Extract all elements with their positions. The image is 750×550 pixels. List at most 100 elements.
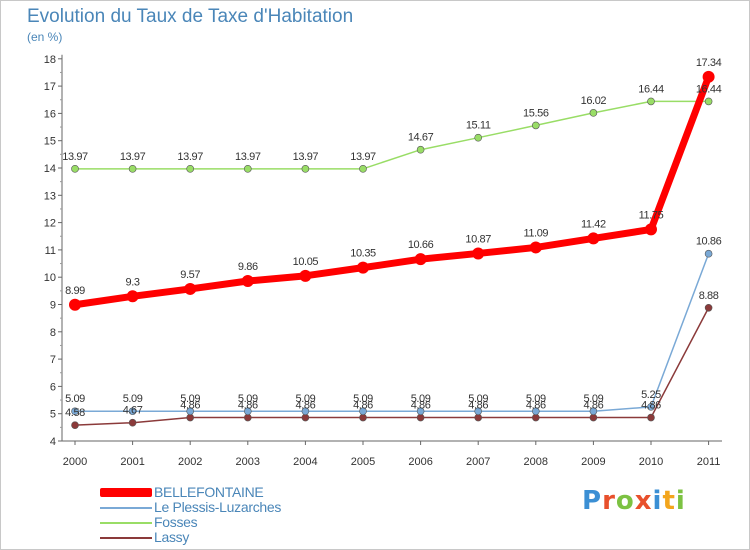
data-label: 5.09 bbox=[123, 393, 143, 405]
data-label: 13.97 bbox=[120, 151, 146, 163]
data-label: 10.86 bbox=[696, 236, 722, 248]
data-point bbox=[531, 413, 540, 422]
y-tick-label: 16 bbox=[44, 108, 56, 120]
data-point bbox=[71, 421, 79, 429]
data-point bbox=[126, 290, 139, 303]
y-tick-label: 6 bbox=[50, 381, 56, 393]
y-tick-label: 14 bbox=[44, 163, 56, 175]
data-label: 10.66 bbox=[408, 239, 434, 251]
data-point bbox=[244, 165, 252, 173]
data-point bbox=[647, 413, 655, 422]
data-point bbox=[128, 418, 137, 427]
data-label: 4.86 bbox=[238, 400, 258, 412]
data-label: 13.97 bbox=[62, 151, 88, 163]
chart-subtitle: (en %) bbox=[27, 30, 63, 44]
data-point bbox=[529, 241, 542, 254]
y-tick-label: 7 bbox=[50, 354, 56, 366]
data-label: 9.86 bbox=[238, 261, 258, 273]
legend-label: Lassy bbox=[154, 529, 190, 545]
series-line bbox=[74, 100, 710, 170]
data-label: 4.86 bbox=[583, 400, 603, 412]
y-tick-label: 17 bbox=[44, 81, 56, 93]
data-label: 13.97 bbox=[177, 151, 203, 163]
data-label: 17.34 bbox=[696, 57, 722, 69]
data-point bbox=[301, 407, 310, 416]
data-point bbox=[531, 407, 540, 416]
data-label: 9.57 bbox=[180, 269, 200, 281]
data-label: 11.75 bbox=[639, 209, 664, 221]
data-label: 5.25 bbox=[641, 389, 661, 401]
series-line bbox=[74, 307, 710, 426]
data-label: 13.97 bbox=[350, 151, 376, 163]
y-tick-label: 12 bbox=[44, 218, 56, 230]
data-label: 5.09 bbox=[526, 393, 546, 405]
data-point bbox=[71, 407, 79, 416]
data-label: 16.44 bbox=[696, 83, 722, 95]
legend-label: Fosses bbox=[154, 514, 198, 530]
legend-swatch bbox=[100, 522, 152, 524]
data-label: 4.86 bbox=[180, 400, 200, 412]
data-label: 5.09 bbox=[65, 393, 85, 405]
data-label: 5.09 bbox=[180, 393, 200, 405]
data-label: 4.86 bbox=[353, 400, 373, 412]
data-label: 10.35 bbox=[350, 248, 376, 260]
legend-swatch bbox=[100, 507, 152, 509]
data-point bbox=[184, 282, 197, 295]
data-point bbox=[704, 249, 713, 258]
data-label: 10.87 bbox=[465, 233, 491, 245]
series-line bbox=[74, 252, 710, 412]
x-tick-label: 2009 bbox=[581, 456, 605, 468]
y-tick-label: 13 bbox=[44, 190, 56, 202]
data-point bbox=[589, 109, 598, 117]
logo-letter: r bbox=[602, 486, 616, 516]
x-tick-label: 2008 bbox=[524, 456, 548, 468]
x-tick-label: 2003 bbox=[236, 456, 260, 468]
data-label: 8.99 bbox=[65, 285, 85, 297]
y-tick-label: 10 bbox=[44, 272, 56, 284]
logo-letter: i bbox=[675, 486, 686, 516]
x-tick-label: 2006 bbox=[408, 456, 432, 468]
x-tick-label: 2005 bbox=[351, 456, 375, 468]
data-label: 16.44 bbox=[638, 83, 664, 95]
data-label: 8.88 bbox=[699, 290, 719, 302]
x-tick-label: 2010 bbox=[639, 456, 663, 468]
data-label: 5.09 bbox=[411, 393, 431, 405]
y-tick-label: 5 bbox=[50, 409, 56, 421]
proxiti-logo: Proxiti bbox=[582, 486, 686, 516]
data-point bbox=[128, 165, 137, 173]
data-point bbox=[359, 407, 367, 416]
data-point bbox=[69, 298, 81, 311]
y-tick-label: 4 bbox=[50, 436, 56, 448]
data-point bbox=[474, 407, 483, 416]
data-label: 5.09 bbox=[295, 393, 315, 405]
data-point bbox=[186, 407, 194, 416]
data-point bbox=[414, 253, 427, 266]
y-tick-label: 9 bbox=[50, 300, 56, 312]
data-label: 5.09 bbox=[238, 393, 258, 405]
data-label: 4.67 bbox=[123, 405, 143, 417]
data-label: 13.97 bbox=[293, 151, 319, 163]
data-label: 4.86 bbox=[526, 400, 546, 412]
data-label: 4.86 bbox=[295, 400, 315, 412]
data-point bbox=[474, 133, 483, 142]
data-label: 5.09 bbox=[583, 393, 603, 405]
data-point bbox=[589, 413, 598, 422]
data-label: 16.02 bbox=[581, 95, 607, 107]
data-point bbox=[474, 413, 483, 422]
data-label: 14.67 bbox=[408, 132, 434, 144]
x-tick-label: 2007 bbox=[466, 456, 490, 468]
data-label: 5.09 bbox=[468, 393, 488, 405]
data-point bbox=[186, 413, 194, 422]
data-label: 4.86 bbox=[411, 400, 431, 412]
logo-letter: i bbox=[652, 486, 663, 516]
x-tick-label: 2002 bbox=[178, 456, 202, 468]
logo-letter: o bbox=[615, 486, 635, 516]
legend-swatch bbox=[100, 488, 152, 497]
data-point bbox=[704, 97, 713, 106]
data-point bbox=[645, 223, 657, 236]
data-point bbox=[186, 165, 194, 173]
y-tick-label: 11 bbox=[45, 245, 56, 257]
data-label: 13.97 bbox=[235, 151, 261, 163]
